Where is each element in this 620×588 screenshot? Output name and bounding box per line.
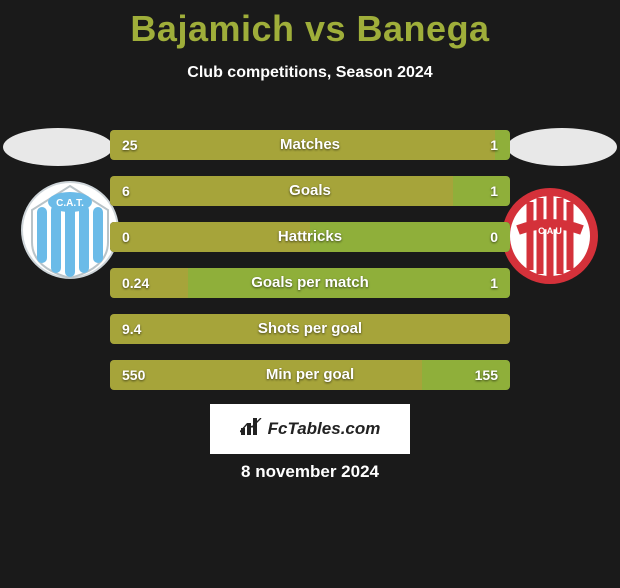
brand-card: FcTables.com (210, 404, 410, 454)
stats-container: 251Matches 61Goals 00Hattricks 0.241Goals p… (110, 130, 510, 406)
date-label: 8 november 2024 (0, 462, 620, 482)
brand-chart-icon (240, 418, 262, 441)
brand-text: FcTables.com (268, 419, 381, 439)
stat-bar-right (495, 130, 510, 160)
stat-bar-left (110, 130, 495, 160)
stat-row: 550155Min per goal (110, 360, 510, 390)
stat-bar-left (110, 314, 510, 344)
page-subtitle: Club competitions, Season 2024 (0, 64, 620, 82)
stat-row: 00Hattricks (110, 222, 510, 252)
club-badge-right: C A U (500, 186, 600, 286)
svg-text:C A U: C A U (538, 226, 562, 236)
page-title: Bajamich vs Banega (0, 8, 620, 50)
player-photo-left (3, 128, 113, 166)
svg-text:C.A.T.: C.A.T. (56, 198, 84, 209)
stat-bar-left (110, 268, 188, 298)
stat-bar-right (422, 360, 510, 390)
stat-row: 61Goals (110, 176, 510, 206)
stat-row: 251Matches (110, 130, 510, 160)
stat-bar-left (110, 360, 422, 390)
stat-bar-left (110, 176, 453, 206)
stat-row: 9.4Shots per goal (110, 314, 510, 344)
club-badge-left: C.A.T. (20, 180, 120, 280)
stat-row: 0.241Goals per match (110, 268, 510, 298)
stat-bar-right (310, 222, 510, 252)
stat-bar-right (188, 268, 510, 298)
stat-bar-right (453, 176, 510, 206)
stat-bar-left (110, 222, 310, 252)
player-photo-right (507, 128, 617, 166)
